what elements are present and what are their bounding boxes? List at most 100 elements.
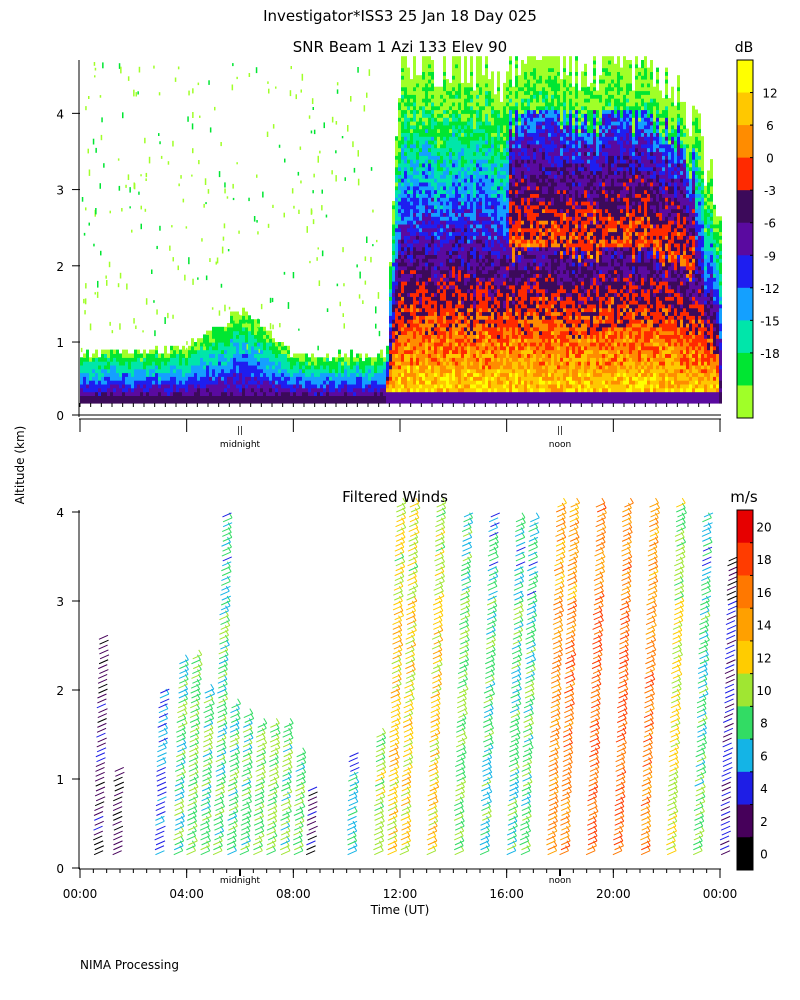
wind-barb	[585, 850, 596, 856]
wind-barb	[675, 536, 685, 542]
wind-barb	[668, 796, 678, 802]
wind-barb	[526, 659, 536, 665]
wind-barb	[156, 771, 166, 777]
wind-barb-flag	[224, 625, 229, 631]
wind-barb-flag	[232, 835, 237, 842]
wind-barb	[641, 781, 651, 787]
wind-barb	[509, 771, 520, 777]
wind-barb-flag	[512, 825, 517, 832]
wind-barb	[430, 732, 441, 738]
wind-barb	[242, 742, 253, 748]
wind-barb	[228, 806, 239, 812]
wind-barb	[488, 527, 498, 533]
wind-barb-profile	[279, 718, 294, 856]
wind-barb	[511, 678, 522, 684]
wind-barb	[616, 727, 627, 733]
wind-barb-flag	[627, 571, 631, 577]
wind-barb	[253, 845, 263, 851]
wind-barb	[230, 752, 240, 758]
wind-barb	[242, 811, 252, 816]
wind-barb	[434, 536, 445, 542]
wind-barb	[486, 600, 497, 606]
wind-barb-flag	[299, 825, 303, 832]
wind-barb	[388, 801, 398, 807]
wind-barb	[220, 590, 230, 596]
wind-barb	[426, 850, 436, 856]
wind-barb	[98, 683, 108, 689]
wind-barb	[221, 571, 232, 577]
wind-barb	[487, 610, 497, 616]
wind-barb	[453, 845, 464, 851]
wind-barb	[203, 747, 213, 753]
wind-barb	[666, 840, 676, 846]
wind-barb	[98, 659, 109, 665]
wind-barb-flag	[646, 796, 651, 802]
wind-barb	[522, 742, 532, 748]
wind-barb	[214, 825, 224, 831]
wind-barb-profile	[112, 766, 125, 856]
wind-barb	[242, 801, 252, 807]
wind-barb	[702, 566, 712, 572]
wind-barb	[696, 737, 707, 743]
wind-barb-flag	[354, 781, 359, 788]
wind-barb	[649, 502, 659, 508]
wind-barb	[241, 771, 251, 777]
wind-barb	[461, 527, 472, 533]
wind-barb-flag	[406, 806, 411, 812]
wind-barb-flag	[411, 600, 416, 607]
wind-barb	[405, 639, 415, 645]
wind-barb	[595, 571, 605, 577]
wind-barb-flag	[574, 541, 578, 548]
wind-barb-flag	[532, 600, 537, 607]
wind-barb-flag	[246, 801, 251, 807]
wind-barb	[282, 781, 292, 787]
wind-barb	[348, 801, 359, 807]
wind-barb	[392, 639, 402, 645]
wind-barb-flag	[488, 732, 493, 739]
wind-barb	[671, 664, 682, 670]
wind-barb-flag	[494, 571, 499, 577]
wind-barb	[434, 556, 444, 562]
wind-barb-flag	[679, 566, 684, 572]
wind-barb-flag	[248, 737, 253, 744]
wind-barb	[461, 580, 471, 586]
wind-barb	[520, 850, 531, 856]
wind-barb	[282, 757, 292, 763]
wind-barb-flag	[433, 820, 438, 827]
wind-barb-flag	[397, 654, 402, 661]
wind-barb-flag	[226, 561, 231, 567]
wind-barb	[392, 605, 403, 611]
wind-barb-flag	[208, 732, 213, 739]
wind-barb	[615, 762, 626, 767]
wind-barb	[592, 654, 603, 660]
wind-barb-flag	[517, 659, 522, 665]
wind-barb	[726, 610, 736, 616]
wind-barb	[177, 722, 188, 728]
wind-barb-flag	[287, 757, 292, 763]
wind-barb	[189, 713, 200, 719]
wind-barb	[675, 551, 686, 557]
wind-barb	[508, 796, 519, 802]
wind-barb	[176, 727, 186, 733]
wind-barb-flag	[487, 757, 492, 763]
wind-barb	[587, 820, 597, 826]
wind-barb	[524, 683, 534, 689]
wind-barb	[457, 752, 467, 758]
wind-barb-flag	[531, 669, 535, 675]
wind-barb	[406, 644, 416, 650]
wind-barb-flag	[226, 595, 231, 602]
wind-barb	[458, 620, 469, 626]
wind-barb	[528, 536, 539, 542]
wind-barb-flag	[271, 840, 276, 847]
wind-barb-flag	[433, 786, 438, 793]
wind-barb	[557, 502, 567, 508]
wind-barb	[242, 796, 252, 802]
wind-barb	[481, 786, 491, 792]
wind-barb	[189, 732, 200, 738]
wind-barb	[547, 845, 557, 851]
wind-barb	[727, 561, 737, 567]
wind-barb-flag	[526, 845, 531, 851]
wind-barb	[669, 737, 679, 743]
wind-barb-flag	[485, 845, 490, 851]
